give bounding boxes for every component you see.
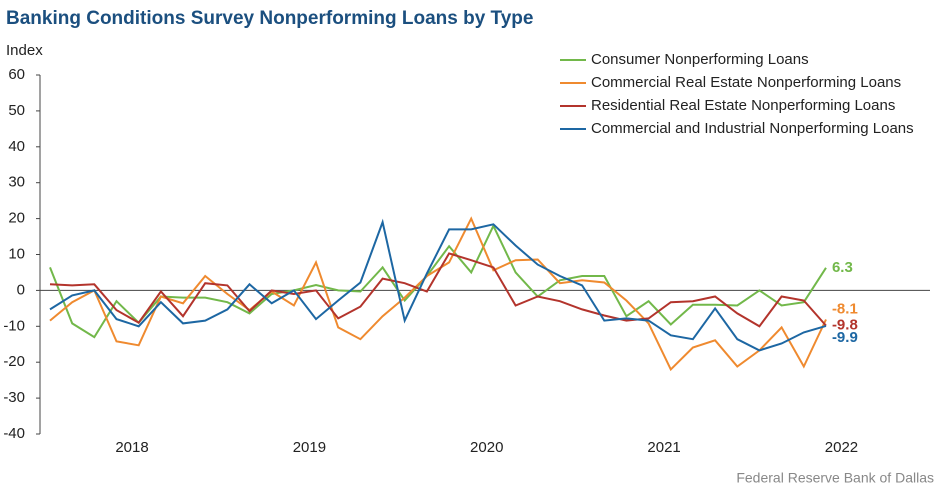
series-line bbox=[49, 252, 827, 328]
y-tick-label: 60 bbox=[8, 66, 25, 83]
series-line bbox=[49, 218, 827, 352]
x-tick-label: 2018 bbox=[115, 439, 148, 456]
source: Federal Reserve Bank of Dallas bbox=[736, 470, 934, 486]
series-line bbox=[49, 223, 827, 339]
y-tick-label: -20 bbox=[3, 353, 25, 370]
y-tick-label: 20 bbox=[8, 210, 25, 227]
end-label: 6.3 bbox=[832, 259, 853, 276]
y-tick-label: 0 bbox=[17, 281, 25, 298]
y-tick-label: -10 bbox=[3, 317, 25, 334]
x-tick-label: 2021 bbox=[647, 439, 680, 456]
y-tick-label: 50 bbox=[8, 102, 25, 119]
legend-label: Commercial and Industrial Nonperforming … bbox=[591, 120, 914, 137]
x-tick-label: 2020 bbox=[470, 439, 503, 456]
y-axis-label: Index bbox=[6, 42, 43, 59]
y-tick-label: 40 bbox=[8, 138, 25, 155]
series-line bbox=[49, 216, 827, 372]
y-tick-label: 10 bbox=[8, 245, 25, 262]
x-tick-label: 2019 bbox=[293, 439, 326, 456]
end-label: -9.8 bbox=[832, 317, 858, 334]
y-tick-label: -30 bbox=[3, 389, 25, 406]
end-label: -8.1 bbox=[832, 300, 858, 317]
y-tick-label: -40 bbox=[3, 425, 25, 442]
legend-label: Commercial Real Estate Nonperforming Loa… bbox=[591, 74, 901, 91]
x-tick-label: 2022 bbox=[825, 439, 858, 456]
y-tick-label: 30 bbox=[8, 174, 25, 191]
chart-title: Banking Conditions Survey Nonperforming … bbox=[6, 8, 533, 29]
legend-label: Consumer Nonperforming Loans bbox=[591, 51, 809, 68]
legend-label: Residential Real Estate Nonperforming Lo… bbox=[591, 97, 895, 114]
end-label: -9.9 bbox=[832, 329, 858, 346]
